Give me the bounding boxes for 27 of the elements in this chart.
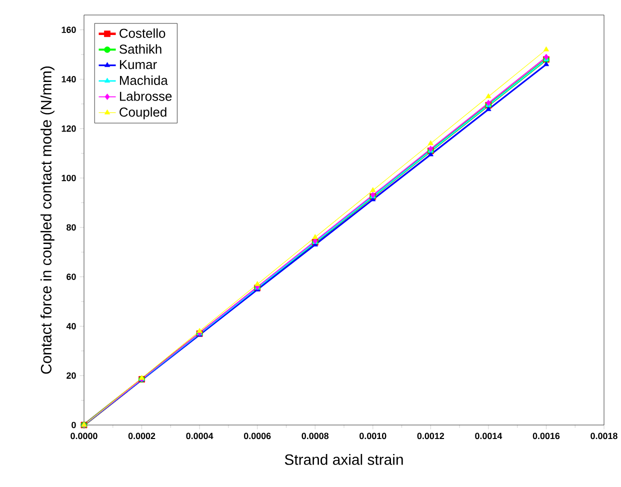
legend-label: Labrosse xyxy=(120,91,172,101)
y-tick-label: 0 xyxy=(72,422,76,428)
x-tick-label: 0.0004 xyxy=(186,432,214,440)
x-tick-label: 0.0002 xyxy=(128,432,156,440)
y-tick-label: 140 xyxy=(62,76,76,82)
x-tick-label: 0.0012 xyxy=(417,432,444,440)
y-tick-label: 40 xyxy=(66,323,76,330)
x-tick-label: 0.0006 xyxy=(244,432,271,440)
y-tick-label: 120 xyxy=(62,125,76,132)
y-tick-label: 160 xyxy=(62,26,76,33)
legend-label: Machida xyxy=(120,75,168,85)
legend-label: Costello xyxy=(120,28,166,38)
y-tick-label: 80 xyxy=(66,224,76,231)
legend-label: Sathikh xyxy=(120,44,162,54)
y-axis-title: Contact force in coupled contact mode (N/mm) xyxy=(40,66,54,374)
x-tick-label: 0.0010 xyxy=(360,432,386,440)
x-tick-label: 0.0016 xyxy=(532,432,560,440)
x-axis-title: Strand axial strain xyxy=(284,454,403,465)
x-tick-label: 0.0008 xyxy=(302,432,329,440)
y-tick-label: 60 xyxy=(66,274,76,280)
legend-label: Kumar xyxy=(120,60,157,70)
y-tick-label: 20 xyxy=(66,372,76,379)
legend-label: Coupled xyxy=(120,107,166,120)
x-tick-label: 0.0018 xyxy=(590,432,618,440)
x-tick-label: 0.0014 xyxy=(475,432,502,440)
y-tick-label: 100 xyxy=(62,174,76,182)
x-tick-label: 0.0000 xyxy=(70,432,98,440)
